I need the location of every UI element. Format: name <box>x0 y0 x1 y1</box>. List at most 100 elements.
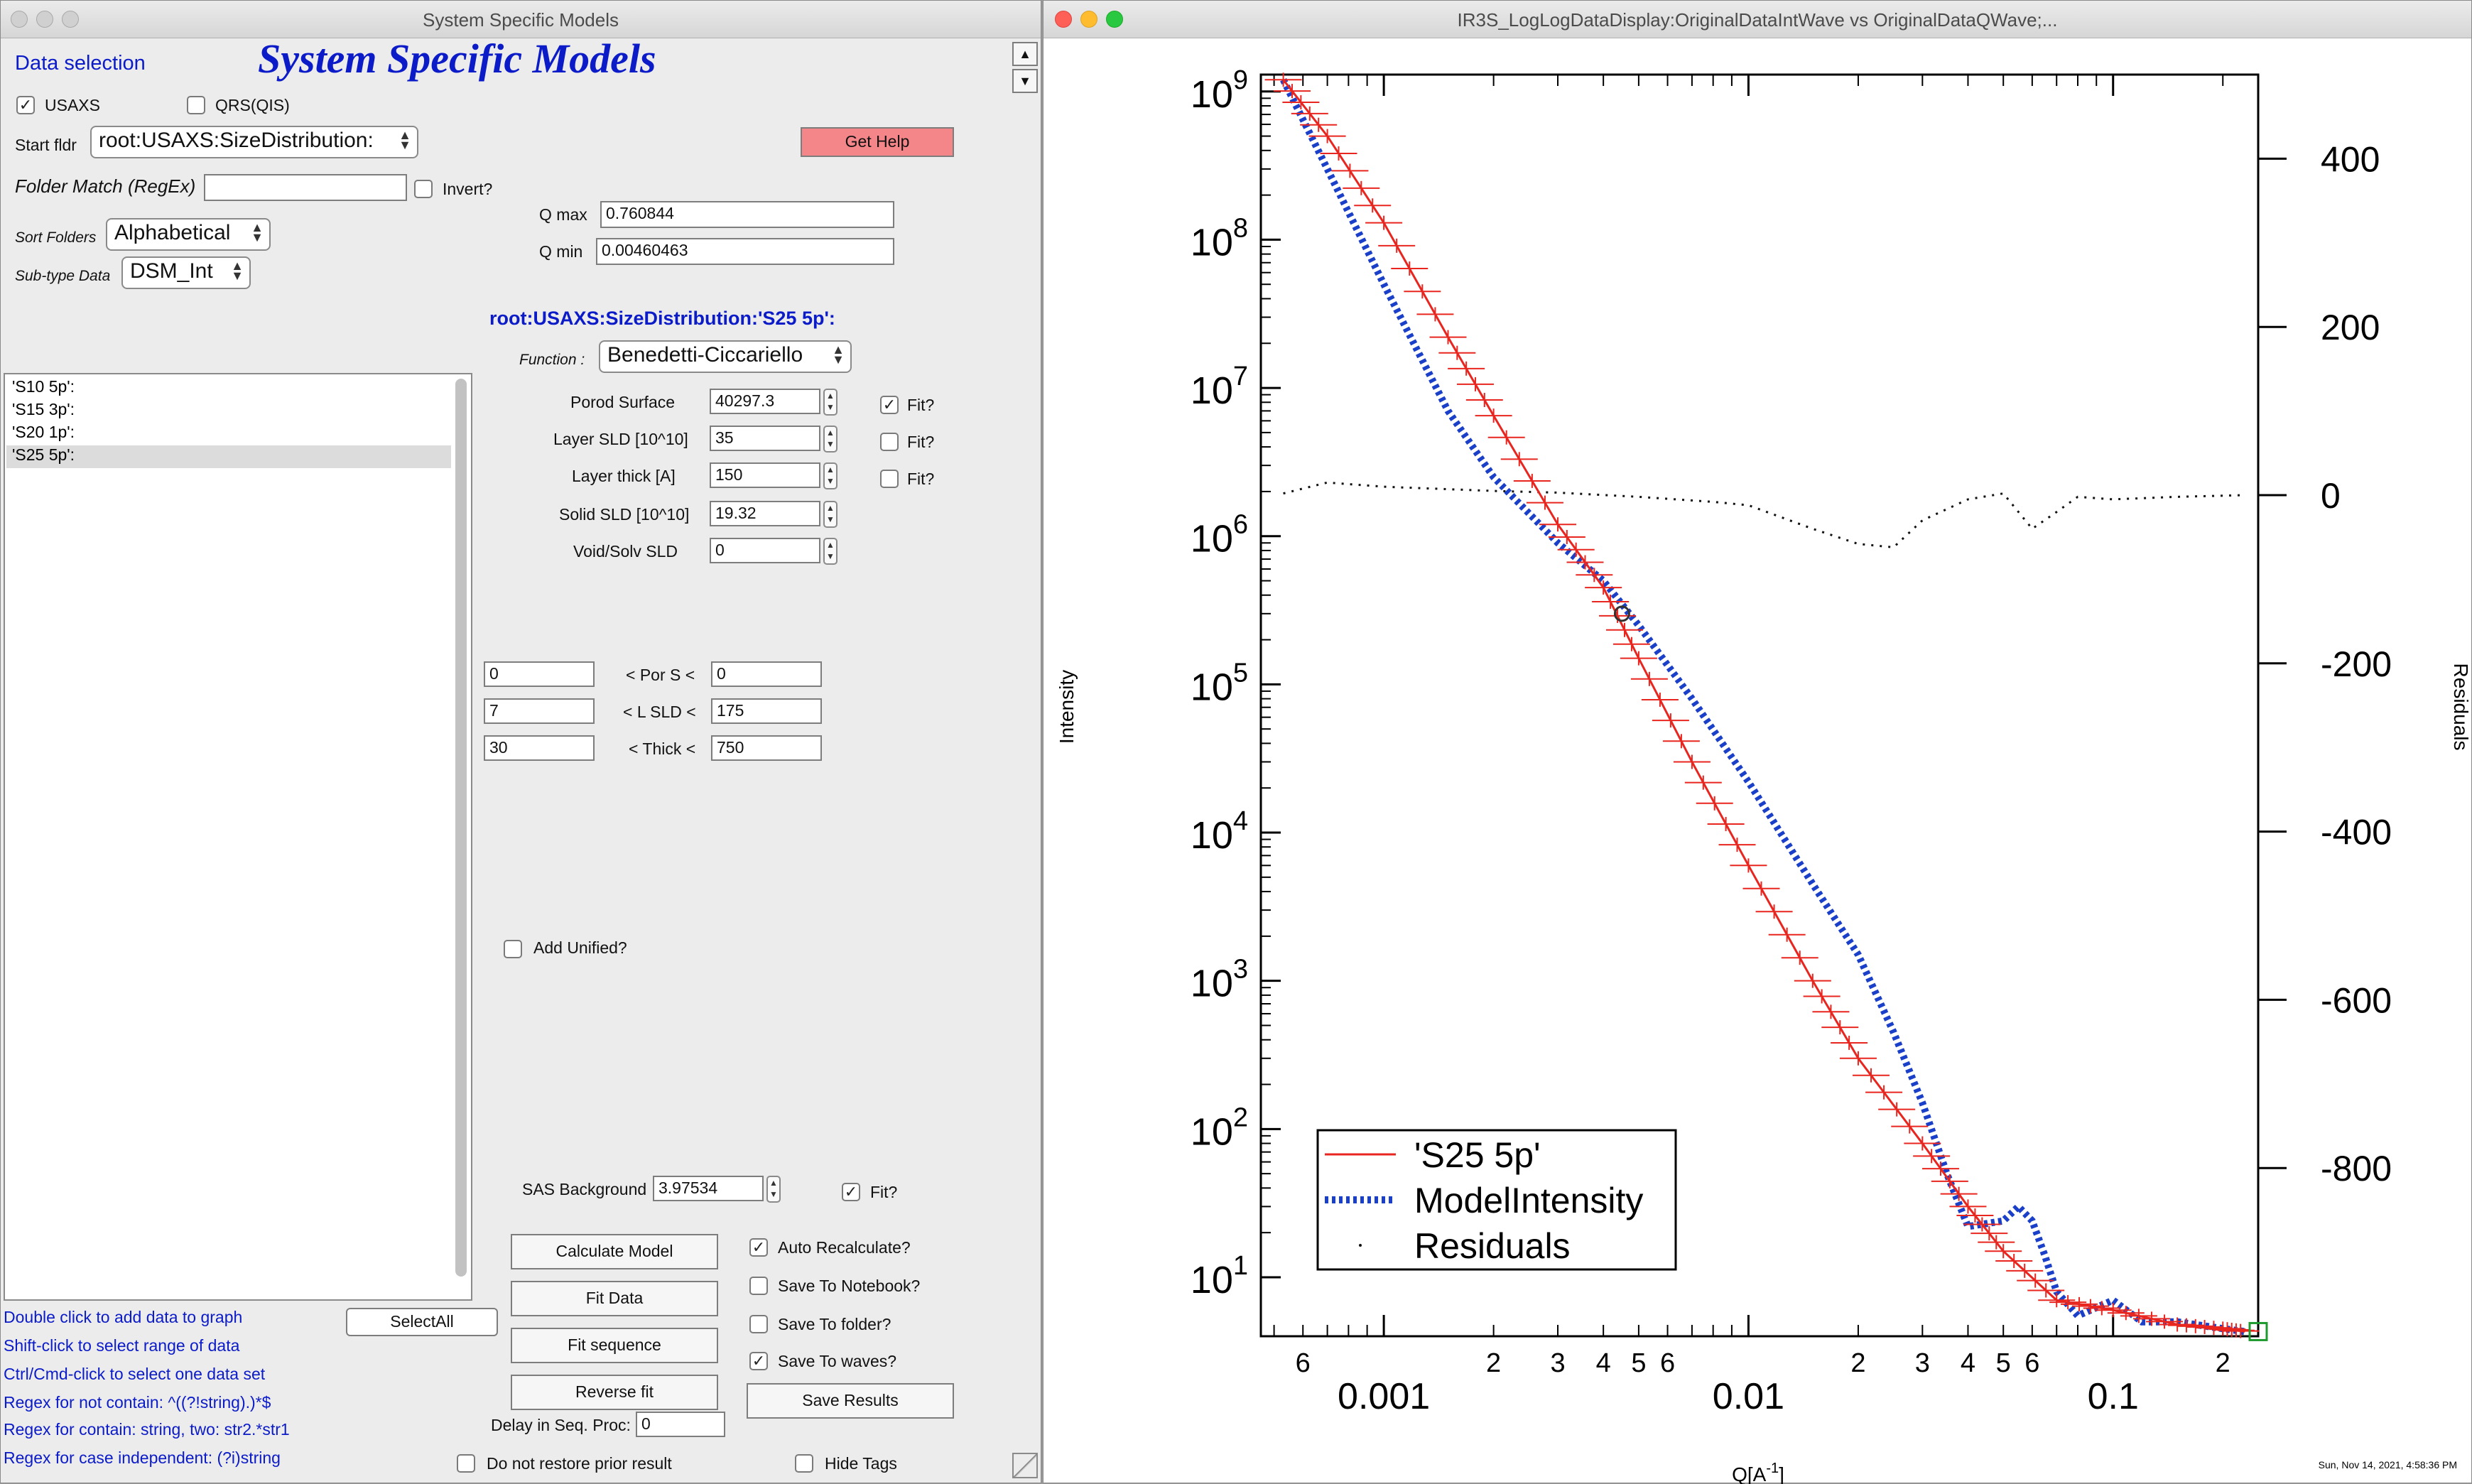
y2-tick-label: 400 <box>2321 139 2380 179</box>
loglog-chart[interactable]: 101 102 103 104 105 106 107 108 109 400 200 0 -200 -4… <box>1043 39 2472 1484</box>
legend-label: 'S25 5p' <box>1414 1135 1541 1175</box>
limit-high-input[interactable]: 750 <box>711 735 822 761</box>
layer-sld-fit-checkbox[interactable] <box>880 433 899 451</box>
x-minor-label: 2 <box>1486 1348 1501 1378</box>
limit-label: < Por S < <box>626 666 695 684</box>
void-sld-input[interactable]: 0 <box>710 538 820 563</box>
list-item[interactable]: 'S20 1p': <box>12 423 75 441</box>
auto-recalculate-checkbox[interactable]: ✓ <box>749 1238 768 1257</box>
sas-background-input[interactable]: 3.97534 <box>653 1176 764 1201</box>
close-icon[interactable] <box>11 11 28 28</box>
x-minor-label: 6 <box>2024 1348 2039 1378</box>
add-unified-checkbox[interactable] <box>504 940 522 958</box>
qrs-label: QRS(QIS) <box>215 96 290 114</box>
save-notebook-checkbox[interactable] <box>749 1277 768 1295</box>
subtype-select[interactable]: DSM_Int ▲ ▼ <box>121 256 251 289</box>
resize-grip-icon[interactable] <box>1012 1453 1038 1478</box>
chart-axes <box>1259 73 2260 1338</box>
y2-axis-title: Residuals <box>2450 664 2472 751</box>
list-item[interactable]: 'S25 5p': <box>6 445 451 468</box>
invert-checkbox[interactable] <box>414 180 433 198</box>
reverse-fit-button[interactable]: Reverse fit <box>511 1375 718 1410</box>
no-restore-label: Do not restore prior result <box>487 1454 672 1473</box>
sort-folders-select[interactable]: Alphabetical ▲ ▼ <box>106 218 271 251</box>
y-tick-label: 106 <box>1191 510 1248 560</box>
y-tick-label: 107 <box>1191 362 1248 412</box>
x-minor-label: 3 <box>1550 1348 1565 1378</box>
scroll-up-button[interactable]: ▲ <box>1012 42 1038 66</box>
function-select[interactable]: Benedetti-Ciccariello ▲ ▼ <box>599 340 852 373</box>
limit-high-input[interactable]: 0 <box>711 661 822 687</box>
calculate-model-button[interactable]: Calculate Model <box>511 1234 718 1269</box>
x-major-label: 0.1 <box>2088 1376 2139 1417</box>
folder-list[interactable]: 'S10 5p': 'S15 3p': 'S20 1p': 'S25 5p': <box>4 373 472 1301</box>
save-waves-checkbox[interactable]: ✓ <box>749 1352 768 1370</box>
chart-legend: 'S25 5p' ModelIntensity Residuals <box>1316 1129 1677 1271</box>
delay-label: Delay in Seq. Proc: <box>491 1416 631 1434</box>
layer-thick-fit-checkbox[interactable] <box>880 470 899 488</box>
y-axis-title: Intensity <box>1056 670 1078 744</box>
list-scrollbar[interactable] <box>455 379 467 1277</box>
qmax-input[interactable]: 0.760844 <box>600 201 894 228</box>
qmin-input[interactable]: 0.00460463 <box>596 238 894 265</box>
start-folder-value: root:USAXS:SizeDistribution: <box>99 129 374 152</box>
legend-label: Residuals <box>1414 1226 1571 1266</box>
scroll-down-button[interactable]: ▼ <box>1012 69 1038 93</box>
sas-background-label: SAS Background <box>522 1180 647 1198</box>
x-major-label: 0.001 <box>1338 1376 1430 1417</box>
usaxs-checkbox[interactable]: ✓ <box>16 96 35 114</box>
graph-titlebar: IR3S_LogLogDataDisplay:OriginalDataIntWa… <box>1043 1 2471 38</box>
panel-title: System Specific Models <box>258 36 656 82</box>
zoom-icon[interactable] <box>62 11 79 28</box>
limit-low-input[interactable]: 0 <box>484 661 595 687</box>
folder-path-label: root:USAXS:SizeDistribution:'S25 5p': <box>489 308 835 329</box>
hide-tags-checkbox[interactable] <box>795 1454 813 1473</box>
x-minor-label: 6 <box>1296 1348 1311 1378</box>
layer-thick-input[interactable]: 150 <box>710 462 820 488</box>
zoom-icon[interactable] <box>1106 11 1123 28</box>
fit-sequence-button[interactable]: Fit sequence <box>511 1328 718 1363</box>
save-folder-checkbox[interactable] <box>749 1315 768 1333</box>
delay-input[interactable]: 0 <box>636 1412 725 1437</box>
cursor-b-marker <box>2248 1321 2268 1341</box>
minimize-icon[interactable] <box>1080 11 1097 28</box>
qmin-label: Q min <box>539 242 583 261</box>
folder-match-input[interactable] <box>204 174 407 201</box>
chart-ticks <box>1261 75 2287 1336</box>
save-results-button[interactable]: Save Results <box>747 1383 954 1419</box>
layer-sld-input[interactable]: 35 <box>710 426 820 451</box>
limit-low-input[interactable]: 7 <box>484 698 595 724</box>
sort-folders-value: Alphabetical <box>114 221 231 244</box>
layer-thick-stepper[interactable]: ▲ ▼ <box>823 462 837 489</box>
hint-text: Regex for contain: string, two: str2.*st… <box>4 1420 290 1439</box>
limit-high-input[interactable]: 175 <box>711 698 822 724</box>
start-folder-select[interactable]: root:USAXS:SizeDistribution: ▲ ▼ <box>90 126 418 158</box>
limit-low-input[interactable]: 30 <box>484 735 595 761</box>
system-specific-models-window: System Specific Models Data selection Sy… <box>0 0 1041 1483</box>
solid-sld-stepper[interactable]: ▲ ▼ <box>823 501 837 528</box>
porod-surface-fit-checkbox[interactable]: ✓ <box>880 396 899 414</box>
no-restore-checkbox[interactable] <box>457 1454 475 1473</box>
qmax-label: Q max <box>539 205 587 224</box>
residuals-series <box>1283 481 2245 548</box>
sas-background-fit-checkbox[interactable]: ✓ <box>842 1183 860 1201</box>
qrs-checkbox[interactable] <box>187 96 205 114</box>
list-item[interactable]: 'S15 3p': <box>12 400 75 418</box>
select-all-button[interactable]: SelectAll <box>346 1308 498 1336</box>
list-item[interactable]: 'S10 5p': <box>12 377 75 396</box>
porod-surface-stepper[interactable]: ▲ ▼ <box>823 389 837 416</box>
y-tick-label: 105 <box>1191 658 1248 708</box>
y-tick-label: 101 <box>1191 1251 1248 1301</box>
fit-data-button[interactable]: Fit Data <box>511 1281 718 1316</box>
porod-surface-input[interactable]: 40297.3 <box>710 389 820 414</box>
layer-sld-stepper[interactable]: ▲ ▼ <box>823 426 837 453</box>
minimize-icon[interactable] <box>36 11 53 28</box>
sas-background-stepper[interactable]: ▲ ▼ <box>766 1176 781 1203</box>
close-icon[interactable] <box>1055 11 1072 28</box>
solid-sld-input[interactable]: 19.32 <box>710 501 820 526</box>
y2-tick-label: -800 <box>2321 1149 2392 1188</box>
subtype-value: DSM_Int <box>130 259 213 283</box>
sort-folders-label: Sort Folders <box>15 229 97 246</box>
void-sld-stepper[interactable]: ▲ ▼ <box>823 538 837 565</box>
get-help-button[interactable]: Get Help <box>801 127 954 157</box>
